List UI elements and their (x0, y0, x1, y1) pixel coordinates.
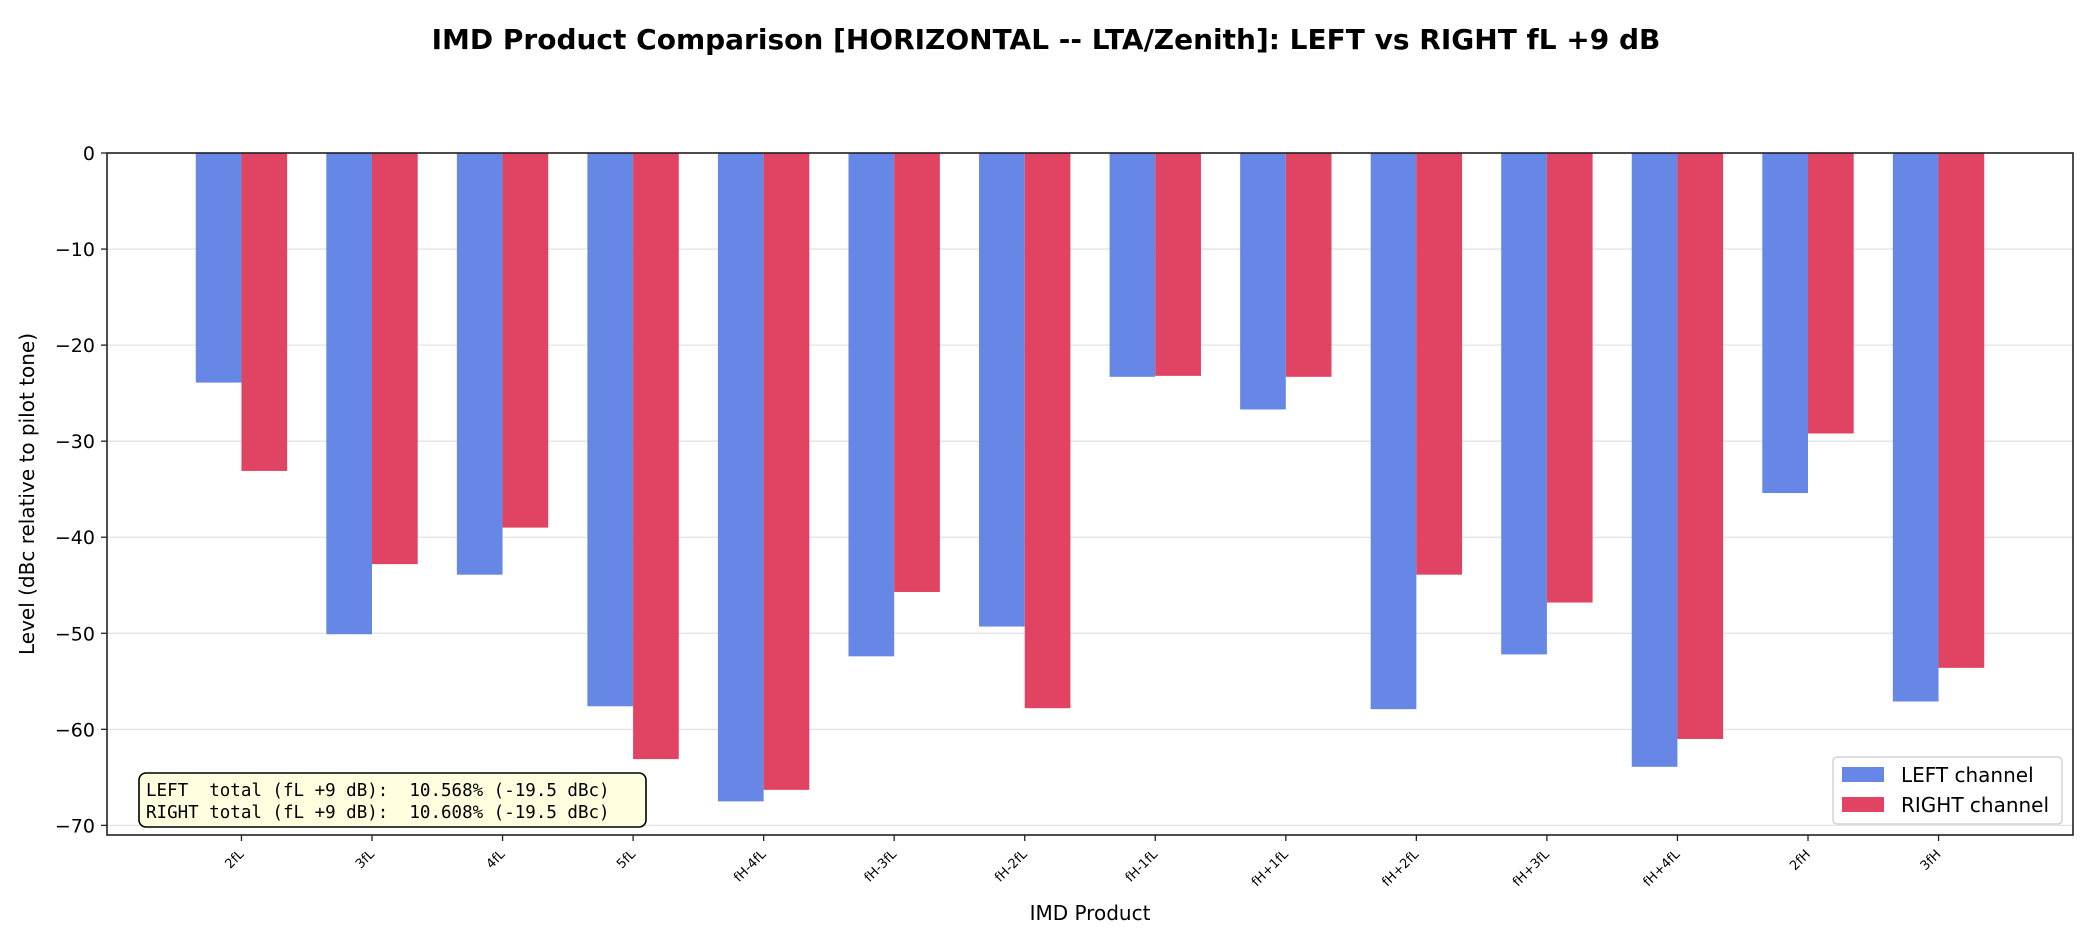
x-axis-label: IMD Product (1030, 901, 1151, 925)
legend: LEFT channel RIGHT channel (1832, 756, 2063, 825)
bar-left-fH+2fL (1370, 153, 1417, 710)
x-axis-ticks: 2fL 3fL 4fL 5fL fH-4fL fH-3fL fH-2fL fH-1fL fH+1… (222, 835, 1944, 890)
bar-right-fH+1fL (1285, 153, 1332, 377)
bar-right-2fL (241, 153, 288, 471)
bar-right-3fH (1938, 153, 1985, 668)
y-tick-label: −30 (55, 431, 95, 453)
bar-left-fH-1fL (1109, 153, 1156, 377)
x-tick-label: fH-1fL (1123, 847, 1162, 886)
bar-left-4fL (456, 153, 503, 575)
legend-box (1832, 756, 2063, 825)
y-axis-label: Level (dBc relative to pilot tone) (15, 333, 39, 655)
x-tick-label: 4fL (484, 847, 509, 872)
plot-frame (106, 152, 2074, 836)
x-tick-label: 5fL (614, 847, 639, 872)
bar-right-fH-1fL (1155, 153, 1201, 376)
y-tick-label: −60 (55, 719, 95, 741)
y-tick-label: −70 (55, 815, 95, 837)
legend-label-right: RIGHT channel (1901, 793, 2049, 817)
legend-swatch-right (1842, 797, 1884, 812)
bar-right-fH-2fL (1024, 153, 1071, 709)
y-tick-label: 0 (83, 143, 95, 165)
bar-right-fH+2fL (1416, 153, 1463, 575)
x-tick-label: 3fL (353, 847, 378, 872)
bar-right-3fL (372, 153, 418, 565)
legend-label-left: LEFT channel (1901, 763, 2034, 787)
bar-right-2fH (1807, 153, 1854, 434)
bar-right-fH+3fL (1546, 153, 1593, 603)
x-tick-label: fH+4fL (1641, 847, 1684, 890)
y-axis-ticks: 0 −10 −20 −30 −40 −50 −60 −70 (55, 143, 107, 837)
bar-left-fH-2fL (979, 153, 1025, 627)
x-tick-label: 3fH (1918, 847, 1945, 874)
x-tick-label: 2fH (1787, 847, 1814, 874)
annotation-line-left: LEFT total (fL +9 dB): 10.568% (-19.5 dB… (146, 781, 610, 801)
bar-right-fH+4fL (1677, 153, 1724, 739)
bar-right-fH-3fL (894, 153, 940, 592)
y-tick-label: −40 (55, 527, 95, 549)
bar-left-3fH (1892, 153, 1939, 702)
bar-left-3fL (326, 153, 373, 635)
legend-swatch-left (1842, 767, 1884, 782)
x-tick-label: fH+2fL (1380, 847, 1423, 890)
x-tick-label: fH-2fL (992, 847, 1031, 886)
bars (195, 153, 1985, 802)
x-tick-label: fH-3fL (862, 847, 901, 886)
bar-left-5fL (587, 153, 634, 707)
x-tick-label: 2fL (222, 847, 247, 872)
totals-annotation: LEFT total (fL +9 dB): 10.568% (-19.5 dB… (138, 772, 647, 828)
bar-right-5fL (633, 153, 679, 760)
grid-lines (107, 152, 2073, 827)
bar-left-fH-4fL (717, 153, 764, 802)
x-tick-label: fH-4fL (731, 847, 770, 886)
bar-left-2fH (1762, 153, 1808, 494)
bar-left-fH+3fL (1501, 153, 1547, 655)
bar-left-fH-3fL (848, 153, 895, 657)
y-tick-label: −20 (55, 335, 95, 357)
annotation-box (138, 772, 647, 828)
chart-title: IMD Product Comparison [HORIZONTAL -- LT… (432, 23, 1661, 56)
y-tick-label: −50 (55, 623, 95, 645)
x-tick-label: fH+1fL (1249, 847, 1292, 890)
bar-right-4fL (502, 153, 549, 528)
x-tick-label: fH+3fL (1510, 847, 1553, 890)
bar-left-fH+1fL (1240, 153, 1286, 410)
bar-right-fH-4fL (763, 153, 810, 790)
bar-left-2fL (195, 153, 242, 383)
bar-left-fH+4fL (1631, 153, 1678, 767)
annotation-line-right: RIGHT total (fL +9 dB): 10.608% (-19.5 d… (146, 803, 610, 823)
y-tick-label: −10 (55, 239, 95, 261)
